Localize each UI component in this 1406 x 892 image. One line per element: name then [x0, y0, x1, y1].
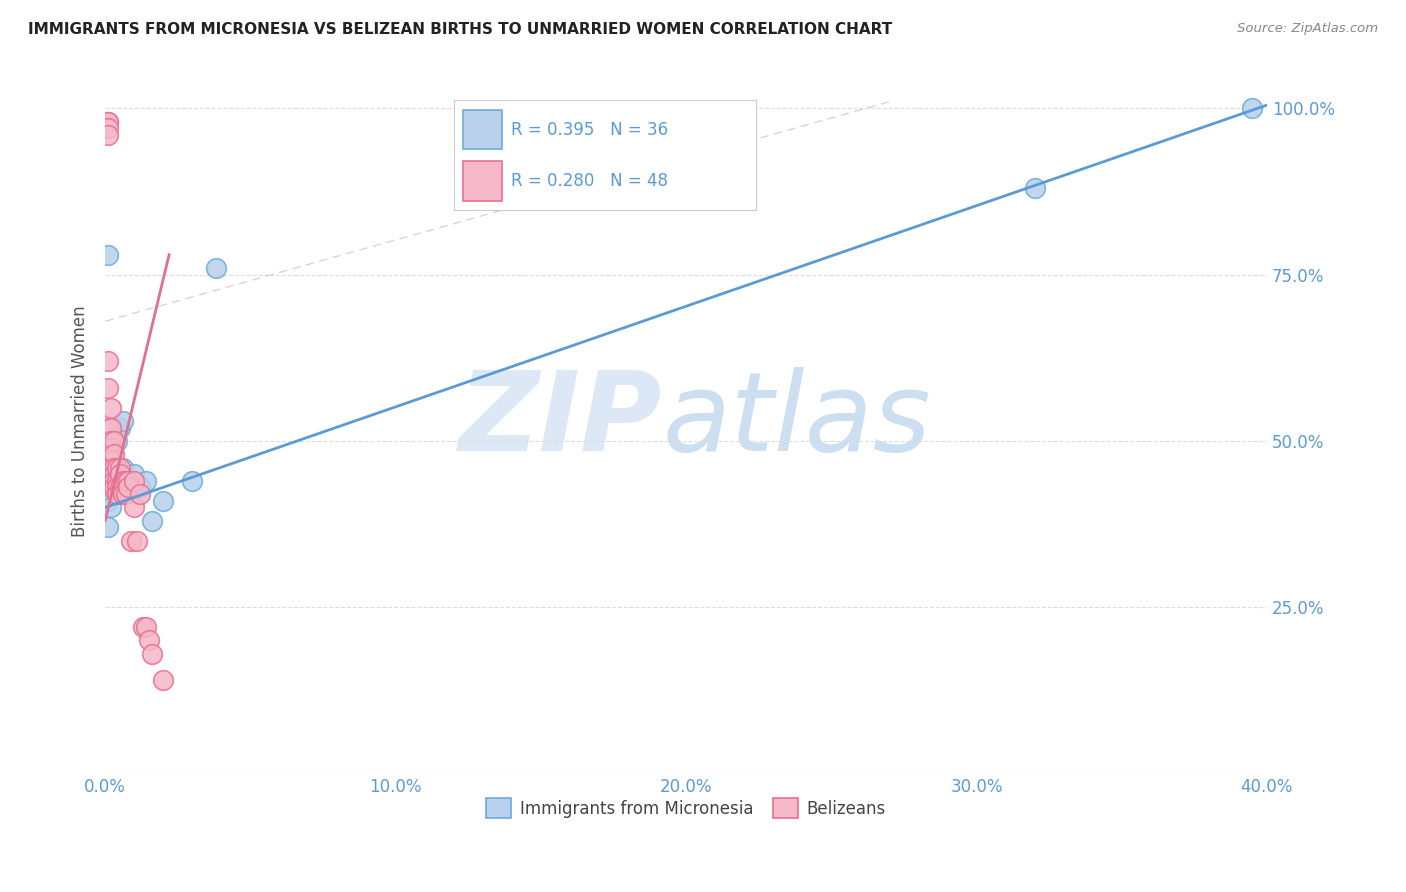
Point	[108, 420, 131, 434]
Point	[97, 121, 120, 136]
Point	[97, 248, 120, 262]
Point	[103, 434, 125, 448]
Point	[105, 480, 128, 494]
Point	[103, 447, 125, 461]
Point	[1024, 181, 1046, 195]
Point	[100, 474, 122, 488]
Point	[97, 420, 120, 434]
Point	[108, 474, 131, 488]
Point	[111, 414, 134, 428]
Point	[114, 487, 136, 501]
Text: atlas: atlas	[662, 368, 931, 475]
Point	[135, 620, 157, 634]
Point	[100, 420, 122, 434]
Point	[103, 474, 125, 488]
Point	[105, 480, 128, 494]
Point	[97, 114, 120, 128]
Legend: Immigrants from Micronesia, Belizeans: Immigrants from Micronesia, Belizeans	[479, 791, 893, 825]
Point	[100, 401, 122, 415]
Point	[100, 441, 122, 455]
Point	[97, 447, 120, 461]
Point	[97, 480, 120, 494]
Point	[127, 533, 149, 548]
Text: Source: ZipAtlas.com: Source: ZipAtlas.com	[1237, 22, 1378, 36]
Point	[97, 354, 120, 368]
Point	[152, 493, 174, 508]
Point	[103, 474, 125, 488]
Point	[108, 460, 131, 475]
Point	[111, 460, 134, 475]
Point	[204, 260, 226, 275]
Point	[152, 673, 174, 688]
Point	[141, 514, 163, 528]
Point	[105, 460, 128, 475]
Point	[117, 474, 139, 488]
Point	[122, 474, 145, 488]
Point	[181, 474, 204, 488]
Point	[122, 467, 145, 482]
Point	[105, 434, 128, 448]
Point	[117, 474, 139, 488]
Point	[103, 467, 125, 482]
Point	[141, 647, 163, 661]
Point	[105, 460, 128, 475]
Point	[97, 128, 120, 142]
Point	[129, 480, 152, 494]
Text: ZIP: ZIP	[460, 368, 662, 475]
Point	[138, 633, 160, 648]
Point	[108, 467, 131, 482]
Point	[100, 480, 122, 494]
Point	[97, 114, 120, 128]
Point	[108, 474, 131, 488]
Point	[100, 474, 122, 488]
Point	[100, 467, 122, 482]
Point	[100, 460, 122, 475]
Point	[108, 467, 131, 482]
Point	[103, 480, 125, 494]
Point	[97, 460, 120, 475]
Point	[100, 434, 122, 448]
Point	[114, 474, 136, 488]
Point	[114, 474, 136, 488]
Point	[103, 460, 125, 475]
Point	[122, 500, 145, 515]
Text: IMMIGRANTS FROM MICRONESIA VS BELIZEAN BIRTHS TO UNMARRIED WOMEN CORRELATION CHA: IMMIGRANTS FROM MICRONESIA VS BELIZEAN B…	[28, 22, 893, 37]
Point	[105, 474, 128, 488]
Point	[97, 493, 120, 508]
Point	[1241, 102, 1264, 116]
Point	[100, 460, 122, 475]
Point	[100, 480, 122, 494]
Point	[111, 474, 134, 488]
Point	[103, 480, 125, 494]
Point	[100, 467, 122, 482]
Point	[100, 487, 122, 501]
Point	[100, 454, 122, 468]
Point	[108, 480, 131, 494]
Point	[132, 620, 155, 634]
Point	[105, 474, 128, 488]
Point	[108, 480, 131, 494]
Point	[105, 487, 128, 501]
Point	[117, 480, 139, 494]
Point	[103, 467, 125, 482]
Point	[100, 500, 122, 515]
Y-axis label: Births to Unmarried Women: Births to Unmarried Women	[72, 305, 89, 537]
Point	[97, 434, 120, 448]
Point	[111, 487, 134, 501]
Point	[129, 487, 152, 501]
Point	[97, 381, 120, 395]
Point	[135, 474, 157, 488]
Point	[120, 533, 142, 548]
Point	[97, 520, 120, 534]
